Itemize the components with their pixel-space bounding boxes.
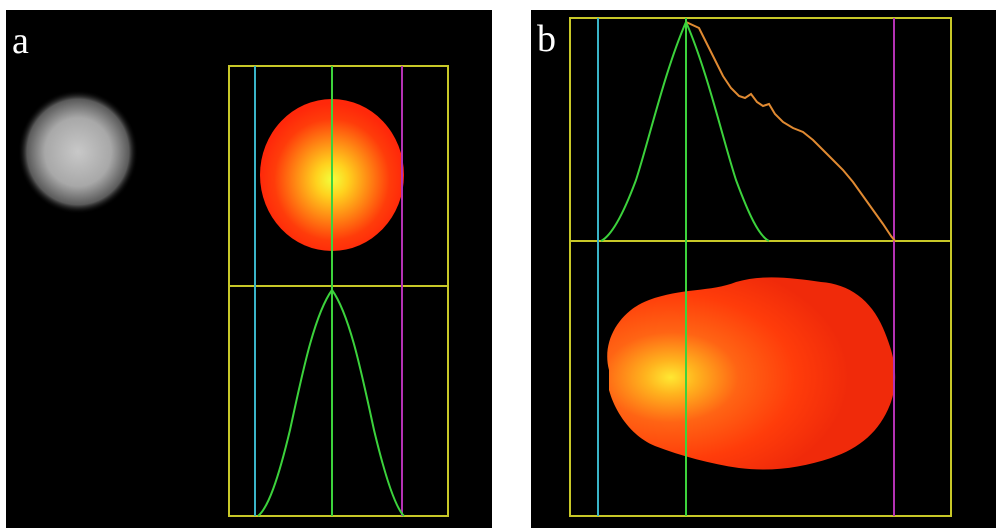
panel-a-figure [18,65,449,517]
gaussian-profile [600,19,770,242]
gaussian-profile [257,288,405,517]
frame-bottom [569,240,952,517]
orange-profile [685,21,896,242]
gray-beam-spot [18,90,138,214]
beam-spot-elongated [607,277,896,470]
frame-bottom [228,285,449,517]
panel-b-figure [569,17,952,517]
panel-label-a: a [12,20,29,62]
panel-b: b [531,10,996,528]
panel-a: a [6,10,492,528]
panel-label-b: b [537,18,556,60]
